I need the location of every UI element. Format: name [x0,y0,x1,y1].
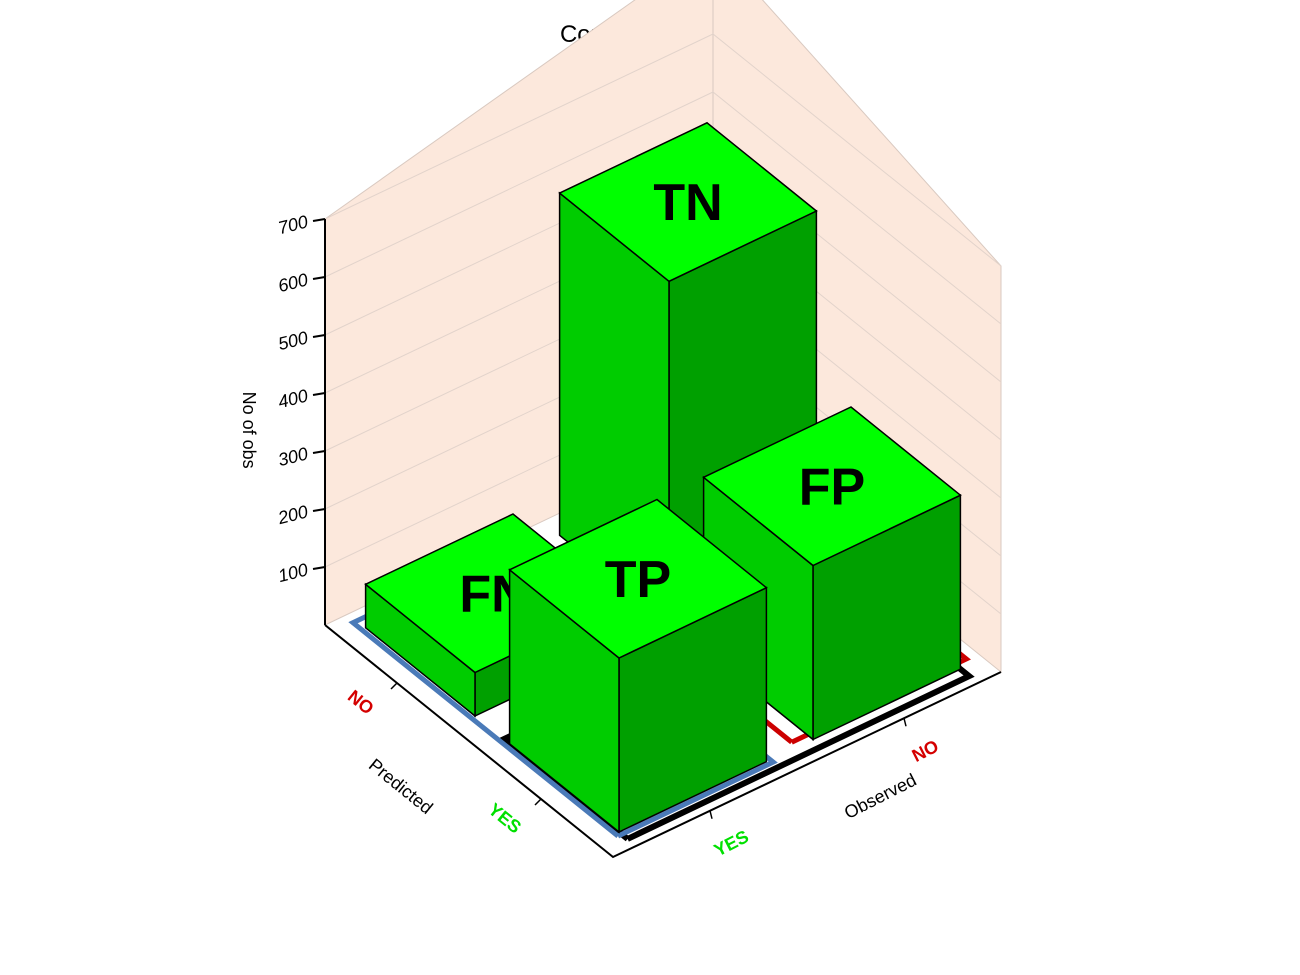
predicted-category-label: NO [344,686,378,719]
predicted-tick [534,798,542,806]
z-tick-label: 500 [276,327,310,354]
z-tick-label: 400 [276,385,310,412]
observed-category-label: NO [909,736,942,766]
z-tick-label: 600 [276,269,310,296]
z-tick [312,334,326,338]
observed-category-label: YES [711,826,752,860]
z-tick [312,450,326,454]
bar-top-face [702,406,962,567]
bar-label: FP [799,458,865,516]
z-tick [312,218,326,222]
y-axis-label: Observed [841,770,920,823]
gridline [324,33,1002,267]
z-tick [312,392,326,396]
observed-tick [903,718,907,727]
z-tick [312,508,326,512]
x-axis-label: Predicted [365,755,437,818]
gridline [324,91,1002,325]
z-tick-label: 700 [276,211,310,238]
z-tick-label: 100 [276,559,310,586]
bar-top-face [558,121,818,283]
z-tick-label: 300 [276,443,310,470]
bar-label: TP [605,551,671,609]
bar-top-face [508,498,768,659]
predicted-tick [390,682,398,690]
z-tick [312,566,326,570]
floor-axes [324,624,1002,859]
z-tick [312,276,326,280]
bar-label: TN [653,174,722,232]
observed-tick [709,810,713,819]
bar-tp: TP [508,498,768,834]
z-tick-label: 200 [275,501,310,528]
predicted-category-label: YES [484,799,525,837]
z-axis-label: No of obs [239,392,259,469]
